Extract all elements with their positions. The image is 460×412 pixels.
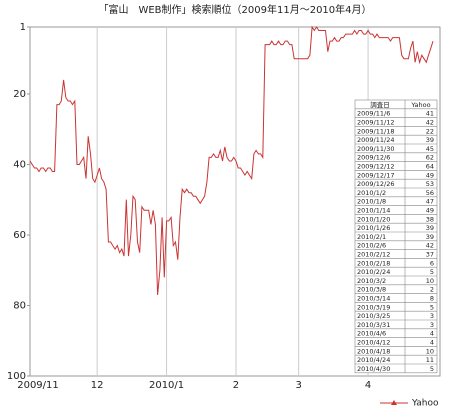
table-date: 2010/4/6 [357, 330, 386, 338]
table-value: 11 [426, 356, 434, 364]
table-date: 2009/11/6 [357, 110, 390, 118]
legend-marker [391, 400, 397, 405]
table-date: 2010/3/14 [357, 295, 390, 303]
y-tick-label: 100 [7, 371, 26, 382]
table-date: 2010/3/2 [357, 277, 386, 285]
table-date: 2009/12/12 [357, 163, 394, 171]
table-value: 39 [426, 136, 434, 144]
table-date: 2010/2/18 [357, 259, 390, 267]
y-tick-label: 1 [20, 22, 26, 33]
table-value: 2 [430, 286, 434, 294]
x-tick-label: 2009/11 [17, 380, 59, 391]
y-tick-label: 80 [13, 300, 26, 311]
table-date: 2009/11/12 [357, 119, 394, 127]
table-date: 2010/4/30 [357, 365, 390, 373]
table-value: 5 [430, 303, 434, 311]
table-date: 2010/2/12 [357, 251, 390, 259]
table-date: 2010/3/8 [357, 286, 386, 294]
table-frame [354, 99, 438, 374]
table-header: 調査日 [370, 100, 390, 109]
x-tick-label: 2 [233, 380, 239, 391]
table-date: 2010/1/26 [357, 224, 390, 232]
table-value: 41 [426, 110, 434, 118]
y-tick-label: 20 [13, 89, 26, 100]
table-value: 4 [430, 339, 434, 347]
table-value: 37 [426, 251, 434, 259]
table-date: 2009/11/18 [357, 127, 394, 135]
table-value: 47 [426, 198, 434, 206]
x-tick-label: 2010/1 [149, 380, 184, 391]
table-value: 3 [430, 312, 434, 320]
table-value: 8 [430, 295, 434, 303]
table-value: 39 [426, 233, 434, 241]
table-date: 2009/11/30 [357, 145, 394, 153]
x-tick-label: 4 [365, 380, 371, 391]
table-value: 42 [426, 119, 434, 127]
table-value: 53 [426, 180, 434, 188]
table-date: 2010/2/1 [357, 233, 386, 241]
table-value: 39 [426, 224, 434, 232]
table-date: 2010/3/31 [357, 321, 390, 329]
table-date: 2010/3/25 [357, 312, 390, 320]
table-date: 2010/2/6 [357, 242, 386, 250]
x-tick-label: 3 [295, 380, 301, 391]
table-date: 2010/4/24 [357, 356, 390, 364]
table-date: 2010/1/8 [357, 198, 386, 206]
table-date: 2010/4/12 [357, 339, 390, 347]
table-date: 2009/11/24 [357, 136, 394, 144]
table-date: 2010/4/18 [357, 347, 390, 355]
chart-title: 「富山 WEB制作」検索順位（2009年11月〜2010年4月） [98, 3, 371, 16]
table-header: Yahoo [410, 101, 430, 109]
table-value: 10 [426, 347, 434, 355]
table-date: 2009/12/26 [357, 180, 394, 188]
table-value: 10 [426, 277, 434, 285]
table-date: 2010/1/20 [357, 215, 390, 223]
table-value: 45 [426, 145, 434, 153]
table-value: 49 [426, 171, 434, 179]
table-value: 62 [426, 154, 434, 162]
plot-frame [29, 26, 441, 377]
table-date: 2010/1/2 [357, 189, 386, 197]
x-tick-label: 12 [91, 380, 104, 391]
table-value: 49 [426, 207, 434, 215]
legend-label: Yahoo [411, 399, 439, 409]
series-line [29, 25, 434, 295]
y-tick-label: 40 [13, 159, 26, 170]
table-value: 38 [426, 215, 434, 223]
table-value: 5 [430, 268, 434, 276]
table-value: 64 [426, 163, 434, 171]
table-date: 2010/2/24 [357, 268, 390, 276]
table-date: 2010/1/14 [357, 207, 390, 215]
y-tick-label: 60 [13, 230, 26, 241]
table-value: 5 [430, 365, 434, 373]
table-date: 2009/12/17 [357, 171, 394, 179]
table-value: 56 [426, 189, 434, 197]
table-date: 2010/3/19 [357, 303, 390, 311]
table-value: 4 [430, 330, 434, 338]
table-value: 42 [426, 242, 434, 250]
table-date: 2009/12/6 [357, 154, 390, 162]
table-value: 3 [430, 321, 434, 329]
table-value: 6 [430, 259, 434, 267]
table-value: 22 [426, 127, 434, 135]
